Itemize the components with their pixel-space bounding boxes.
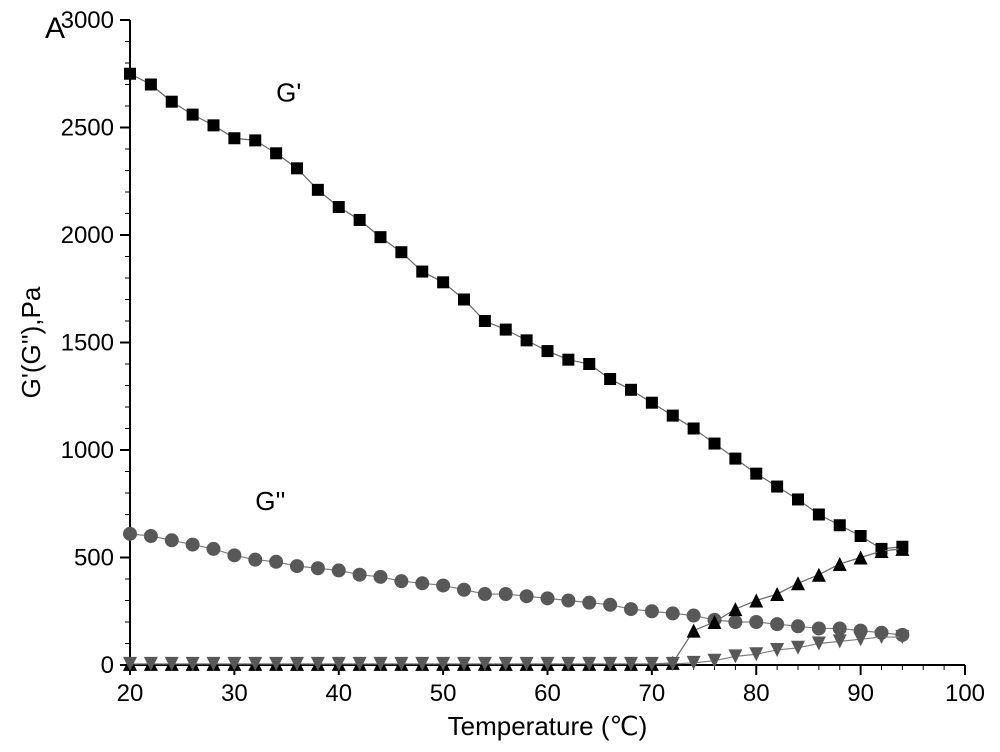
x-tick-label: 40 xyxy=(325,680,352,707)
marker-square xyxy=(646,397,658,409)
marker-circle xyxy=(269,555,283,569)
marker-square xyxy=(792,493,804,505)
x-tick-label: 30 xyxy=(221,680,248,707)
marker-square xyxy=(729,453,741,465)
marker-circle xyxy=(561,594,575,608)
marker-circle xyxy=(123,527,137,541)
series-label: G' xyxy=(276,78,301,108)
chart-bg xyxy=(0,0,1000,752)
marker-square xyxy=(667,410,679,422)
marker-square xyxy=(771,481,783,493)
x-tick-label: 60 xyxy=(534,680,561,707)
marker-circle xyxy=(624,602,638,616)
panel-letter: A xyxy=(45,12,65,45)
marker-circle xyxy=(248,553,262,567)
marker-circle xyxy=(478,587,492,601)
marker-square xyxy=(333,201,345,213)
marker-square xyxy=(500,324,512,336)
marker-square xyxy=(709,438,721,450)
marker-square xyxy=(166,96,178,108)
x-tick-label: 50 xyxy=(430,680,457,707)
chart-container: 0 500 1000 1500 2000 2500 3000 20 30 40 50 60 70 80 90… xyxy=(0,0,1000,752)
y-tick-label: 0 xyxy=(101,652,114,679)
marker-circle xyxy=(687,609,701,623)
x-axis-label: Temperature (℃) xyxy=(448,711,648,741)
marker-circle xyxy=(833,621,847,635)
marker-square xyxy=(542,345,554,357)
marker-circle xyxy=(645,604,659,618)
marker-circle xyxy=(353,568,367,582)
x-tick-label: 70 xyxy=(639,680,666,707)
marker-circle xyxy=(582,596,596,610)
marker-circle xyxy=(603,598,617,612)
marker-circle xyxy=(207,542,221,556)
marker-square xyxy=(270,147,282,159)
y-tick-label: 1500 xyxy=(61,330,114,357)
y-tick-label: 2000 xyxy=(61,222,114,249)
marker-square xyxy=(437,276,449,288)
marker-square xyxy=(625,384,637,396)
marker-square xyxy=(312,184,324,196)
marker-circle xyxy=(374,570,388,584)
marker-circle xyxy=(770,617,784,631)
marker-circle xyxy=(728,615,742,629)
marker-square xyxy=(291,162,303,174)
marker-square xyxy=(604,373,616,385)
y-axis-label: G'(G''),Pa xyxy=(16,286,46,398)
marker-circle xyxy=(332,563,346,577)
x-tick-label: 90 xyxy=(847,680,874,707)
marker-circle xyxy=(499,587,513,601)
marker-square xyxy=(375,231,387,243)
marker-square xyxy=(562,354,574,366)
marker-square xyxy=(228,132,240,144)
marker-square xyxy=(145,79,157,91)
marker-square xyxy=(479,315,491,327)
marker-circle xyxy=(415,576,429,590)
marker-circle xyxy=(144,529,158,543)
marker-square xyxy=(395,246,407,258)
y-tick-label: 3000 xyxy=(61,7,114,34)
marker-circle xyxy=(520,589,534,603)
marker-circle xyxy=(791,619,805,633)
marker-circle xyxy=(394,574,408,588)
y-tick-label: 1000 xyxy=(61,437,114,464)
marker-circle xyxy=(541,591,555,605)
series-label: G'' xyxy=(255,486,285,516)
marker-circle xyxy=(311,561,325,575)
marker-square xyxy=(855,530,867,542)
marker-circle xyxy=(290,559,304,573)
marker-square xyxy=(583,358,595,370)
marker-square xyxy=(521,334,533,346)
marker-circle xyxy=(749,615,763,629)
marker-square xyxy=(688,423,700,435)
marker-square xyxy=(208,119,220,131)
marker-circle xyxy=(666,606,680,620)
marker-circle xyxy=(457,583,471,597)
marker-square xyxy=(187,109,199,121)
marker-square xyxy=(813,509,825,521)
marker-circle xyxy=(165,533,179,547)
marker-square xyxy=(124,68,136,80)
marker-circle xyxy=(436,578,450,592)
x-tick-label: 100 xyxy=(945,680,985,707)
x-tick-label: 20 xyxy=(117,680,144,707)
marker-square xyxy=(249,134,261,146)
chart-svg: 0 500 1000 1500 2000 2500 3000 20 30 40 50 60 70 80 90… xyxy=(0,0,1000,752)
marker-circle xyxy=(227,548,241,562)
marker-square xyxy=(416,266,428,278)
marker-square xyxy=(458,294,470,306)
y-tick-label: 2500 xyxy=(61,115,114,142)
marker-square xyxy=(354,214,366,226)
marker-circle xyxy=(812,621,826,635)
marker-square xyxy=(750,468,762,480)
x-tick-label: 80 xyxy=(743,680,770,707)
y-tick-label: 500 xyxy=(74,545,114,572)
marker-circle xyxy=(186,538,200,552)
marker-square xyxy=(834,519,846,531)
